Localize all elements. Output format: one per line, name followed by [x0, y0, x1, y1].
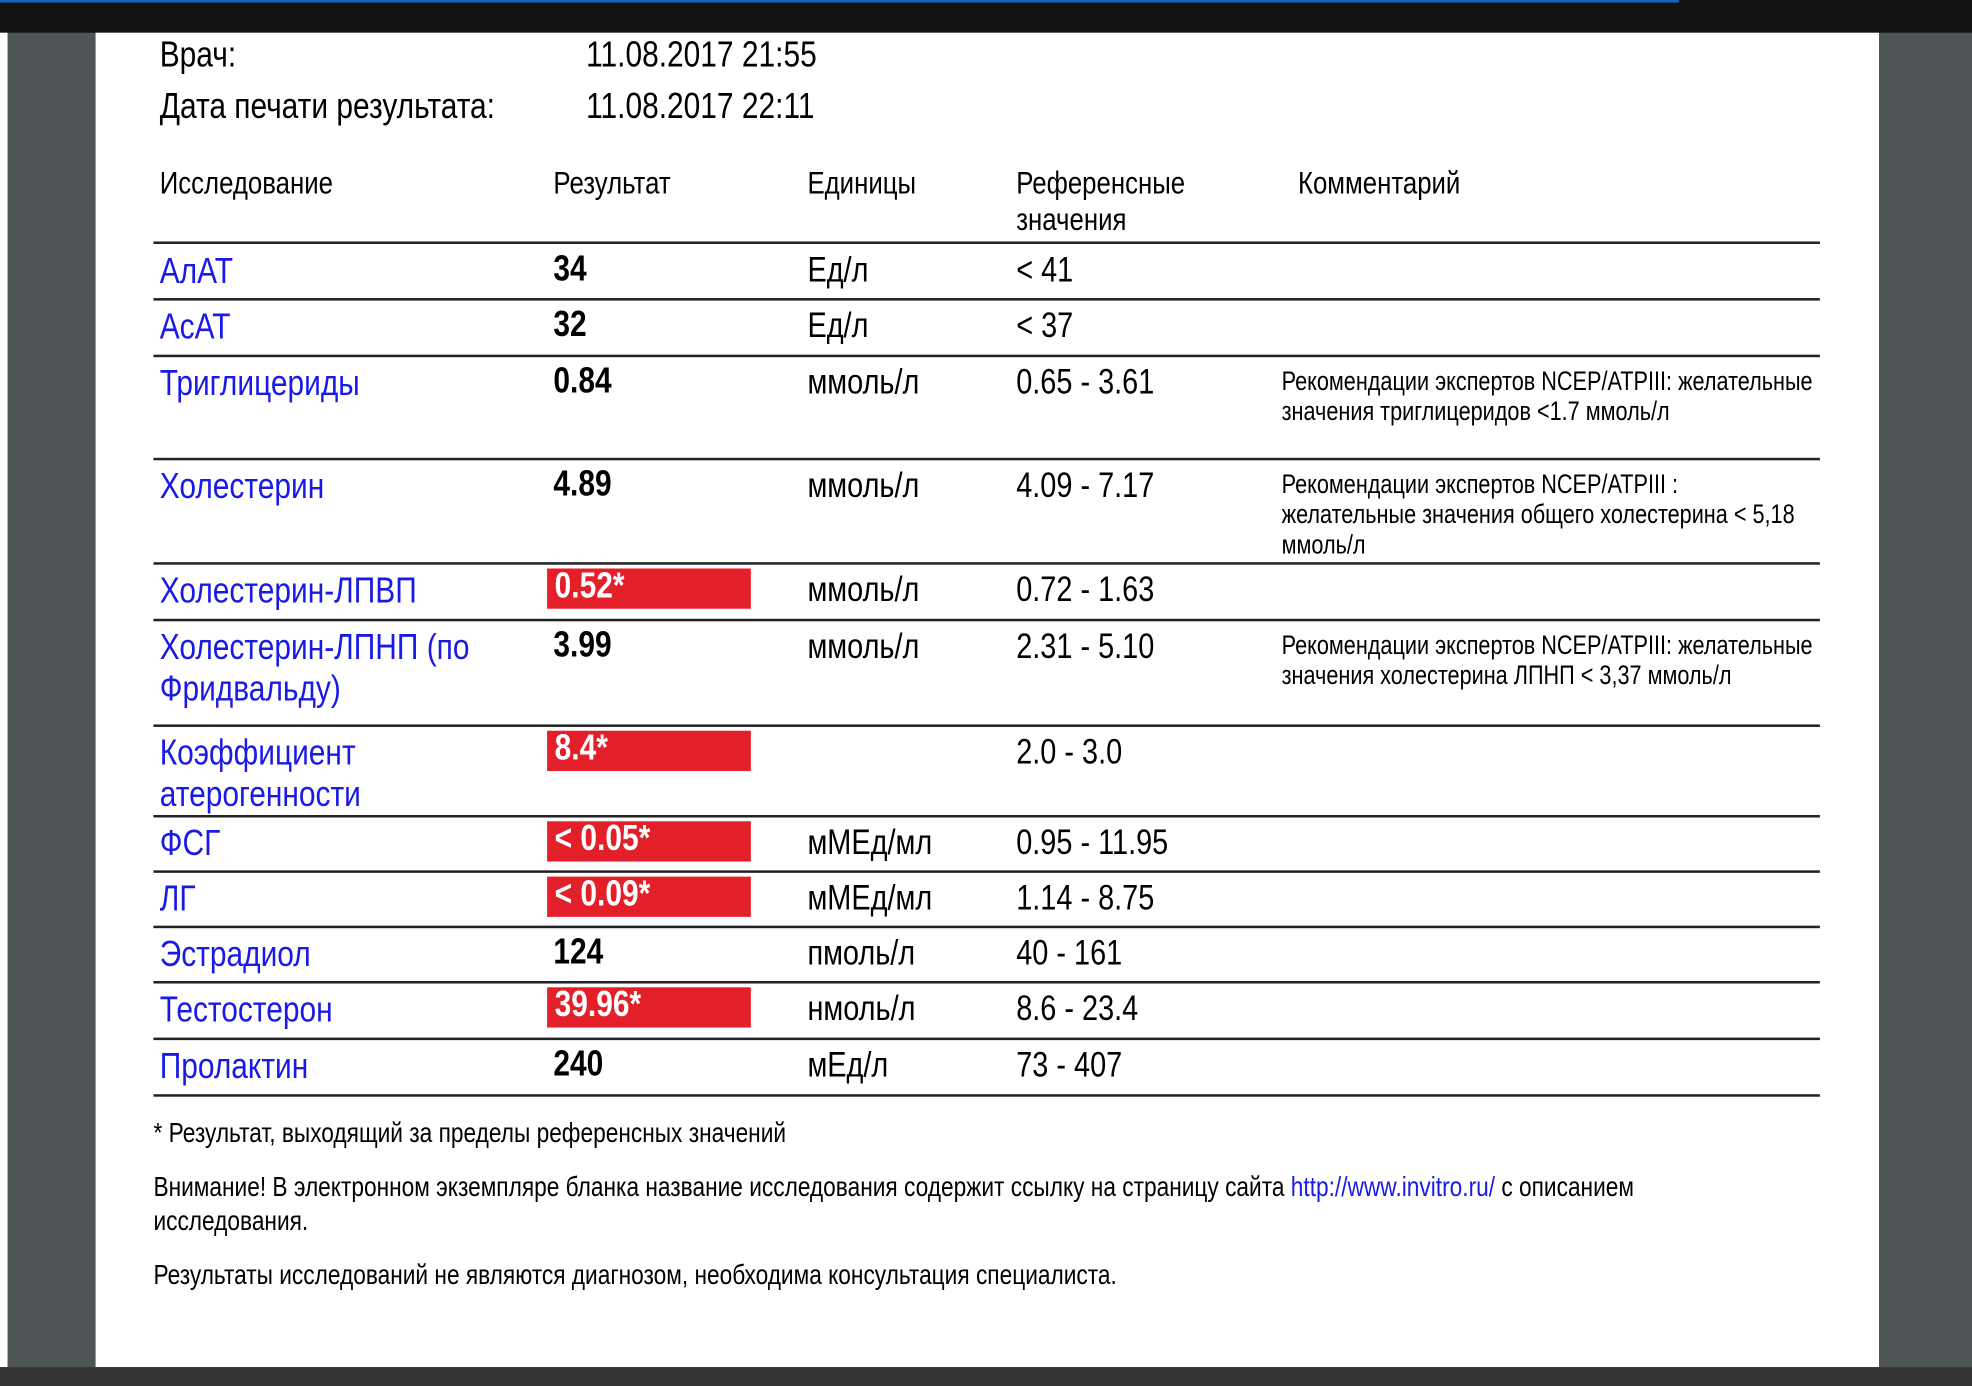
divider	[153, 241, 1820, 244]
left-edge	[0, 32, 8, 1368]
warning-post: с описанием исследования.	[153, 1170, 1634, 1237]
row-divider	[153, 981, 1820, 984]
reference-range: 2.31 - 5.10	[1016, 626, 1155, 666]
row-divider	[153, 354, 1820, 358]
flagged-result: 39.96*	[547, 984, 751, 1028]
row-divider	[153, 298, 1820, 301]
flagged-result: < 0.09*	[547, 874, 751, 917]
flagged-result: 0.52*	[547, 565, 751, 609]
invitro-link[interactable]: http://www.invitro.ru/	[1290, 1170, 1496, 1203]
result-value: 34	[553, 249, 587, 290]
document-page: Врач: 11.08.2017 21:55 Дата печати резул…	[95, 32, 1880, 1368]
row-divider	[153, 925, 1820, 929]
reference-range: 2.0 - 3.0	[1016, 731, 1123, 771]
row-divider	[153, 870, 1820, 873]
header-comment: Комментарий	[1297, 166, 1461, 202]
header-result: Результат	[553, 166, 671, 202]
units-value: пмоль/л	[807, 933, 916, 973]
units-value: мМЕд/мл	[807, 822, 933, 862]
test-name-link[interactable]: Холестерин-ЛПНП (по Фридвальду)	[159, 627, 470, 710]
test-name-link[interactable]: ЛГ	[159, 879, 196, 920]
units-value: ммоль/л	[807, 465, 920, 505]
result-value: 32	[553, 304, 587, 345]
test-name-link[interactable]: Триглицериды	[159, 363, 360, 404]
reference-range: 40 - 161	[1016, 933, 1123, 973]
row-divider	[153, 1037, 1820, 1041]
disclaimer: Результаты исследований не являются диаг…	[153, 1258, 1117, 1291]
test-name-link[interactable]: Холестерин-ЛПВП	[159, 570, 417, 612]
result-value: 3.99	[553, 625, 612, 666]
doctor-label: Врач:	[159, 35, 237, 76]
footnote: * Результат, выходящий за пределы рефере…	[153, 1116, 787, 1149]
result-value: 39.96*	[554, 984, 642, 1026]
units-value: ммоль/л	[807, 626, 920, 666]
units-value: мМЕд/мл	[807, 877, 933, 917]
flagged-result: < 0.05*	[547, 818, 751, 862]
test-name-link[interactable]: Тестостерон	[159, 989, 333, 1031]
header-reference: Референсные значения	[1016, 166, 1186, 238]
test-name-link[interactable]: ФСГ	[159, 823, 221, 865]
reference-range: < 41	[1016, 250, 1074, 290]
result-value: < 0.09*	[554, 874, 651, 915]
units-value: Ед/л	[807, 305, 869, 345]
reference-range: 0.72 - 1.63	[1016, 569, 1155, 609]
result-value: 124	[553, 931, 604, 973]
result-value: 8.4*	[554, 728, 608, 769]
print-date-value: 11.08.2017 22:11	[586, 86, 815, 128]
print-date-label: Дата печати результата:	[159, 86, 496, 128]
doctor-value: 11.08.2017 21:55	[586, 35, 817, 76]
header-test: Исследование	[159, 166, 333, 202]
units-value: Ед/л	[807, 250, 869, 290]
reference-range: 4.09 - 7.17	[1016, 465, 1155, 505]
row-divider	[153, 1094, 1820, 1097]
reference-range: 0.65 - 3.61	[1016, 362, 1155, 402]
progress-strip	[0, 0, 1680, 3]
comment-text: Рекомендации экспертов NCEP/ATPIII: жела…	[1281, 367, 1813, 427]
result-value: 4.89	[553, 464, 612, 505]
reference-range: 1.14 - 8.75	[1016, 877, 1155, 917]
comment-text: Рекомендации экспертов NCEP/ATPIII : жел…	[1281, 470, 1795, 560]
units-value: нмоль/л	[807, 988, 916, 1028]
warning-pre: Внимание! В электронном экземпляре бланк…	[153, 1170, 1291, 1203]
units-value: ммоль/л	[807, 362, 920, 402]
row-divider	[153, 562, 1820, 565]
viewer-toolbar	[0, 0, 1972, 33]
row-divider	[153, 814, 1820, 818]
units-value: мЕд/л	[807, 1045, 889, 1085]
reference-range: 8.6 - 23.4	[1016, 988, 1139, 1028]
test-name-link[interactable]: АсАТ	[159, 306, 231, 348]
flagged-result: 8.4*	[547, 728, 751, 771]
result-value: 0.52*	[554, 565, 625, 607]
comment-text: Рекомендации экспертов NCEP/ATPIII: жела…	[1281, 631, 1813, 691]
test-name-link[interactable]: Коэффициент атерогенности	[159, 733, 361, 815]
row-divider	[153, 457, 1820, 461]
test-name-link[interactable]: Эстрадиол	[159, 934, 311, 975]
warning-text: Внимание! В электронном экземпляре бланк…	[153, 1170, 1772, 1238]
units-value: ммоль/л	[807, 569, 920, 609]
row-divider	[153, 724, 1820, 727]
reference-range: 73 - 407	[1016, 1045, 1123, 1085]
test-name-link[interactable]: Пролактин	[159, 1046, 309, 1087]
test-name-link[interactable]: Холестерин	[159, 466, 325, 507]
header-units: Единицы	[807, 166, 917, 202]
test-name-link[interactable]: АлАТ	[159, 251, 234, 292]
status-bar	[0, 1367, 1972, 1386]
result-value: 240	[553, 1043, 604, 1085]
row-divider	[153, 618, 1820, 622]
reference-range: 0.95 - 11.95	[1016, 822, 1169, 862]
result-value: < 0.05*	[554, 818, 651, 860]
result-value: 0.84	[553, 360, 612, 402]
reference-range: < 37	[1016, 305, 1074, 345]
